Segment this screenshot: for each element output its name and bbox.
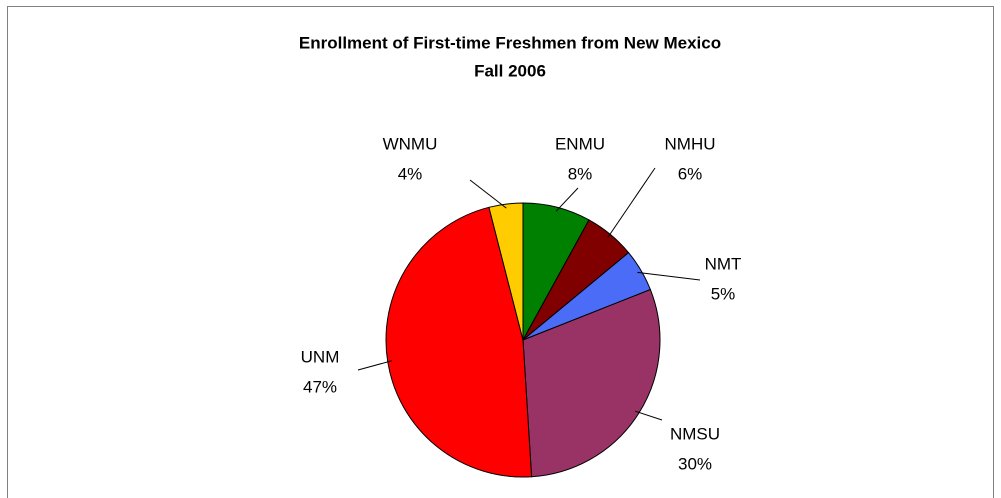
slice-label: WNMU xyxy=(383,134,438,153)
slice-value-label: 6% xyxy=(678,164,703,183)
slice-label: ENMU xyxy=(555,134,605,153)
leader-line xyxy=(555,187,579,212)
leader-line xyxy=(637,271,701,281)
slice-value-label: 30% xyxy=(678,454,712,473)
slice-value-label: 47% xyxy=(303,377,337,396)
slice-label: UNM xyxy=(301,347,340,366)
leader-line xyxy=(469,179,507,209)
leader-line xyxy=(607,167,656,238)
slice-label: NMT xyxy=(705,254,742,273)
pie-slice xyxy=(488,202,524,341)
slice-label: NMHU xyxy=(665,134,716,153)
pie-slice xyxy=(522,288,661,478)
slice-value-label: 4% xyxy=(398,164,423,183)
chart-title: Enrollment of First-time Freshmen from N… xyxy=(299,33,721,52)
slice-label: NMSU xyxy=(670,424,720,443)
slice-value-label: 5% xyxy=(711,284,736,303)
chart-subtitle: Fall 2006 xyxy=(474,61,546,80)
leader-line xyxy=(635,410,663,421)
slice-value-label: 8% xyxy=(568,164,593,183)
leader-line xyxy=(357,360,392,371)
